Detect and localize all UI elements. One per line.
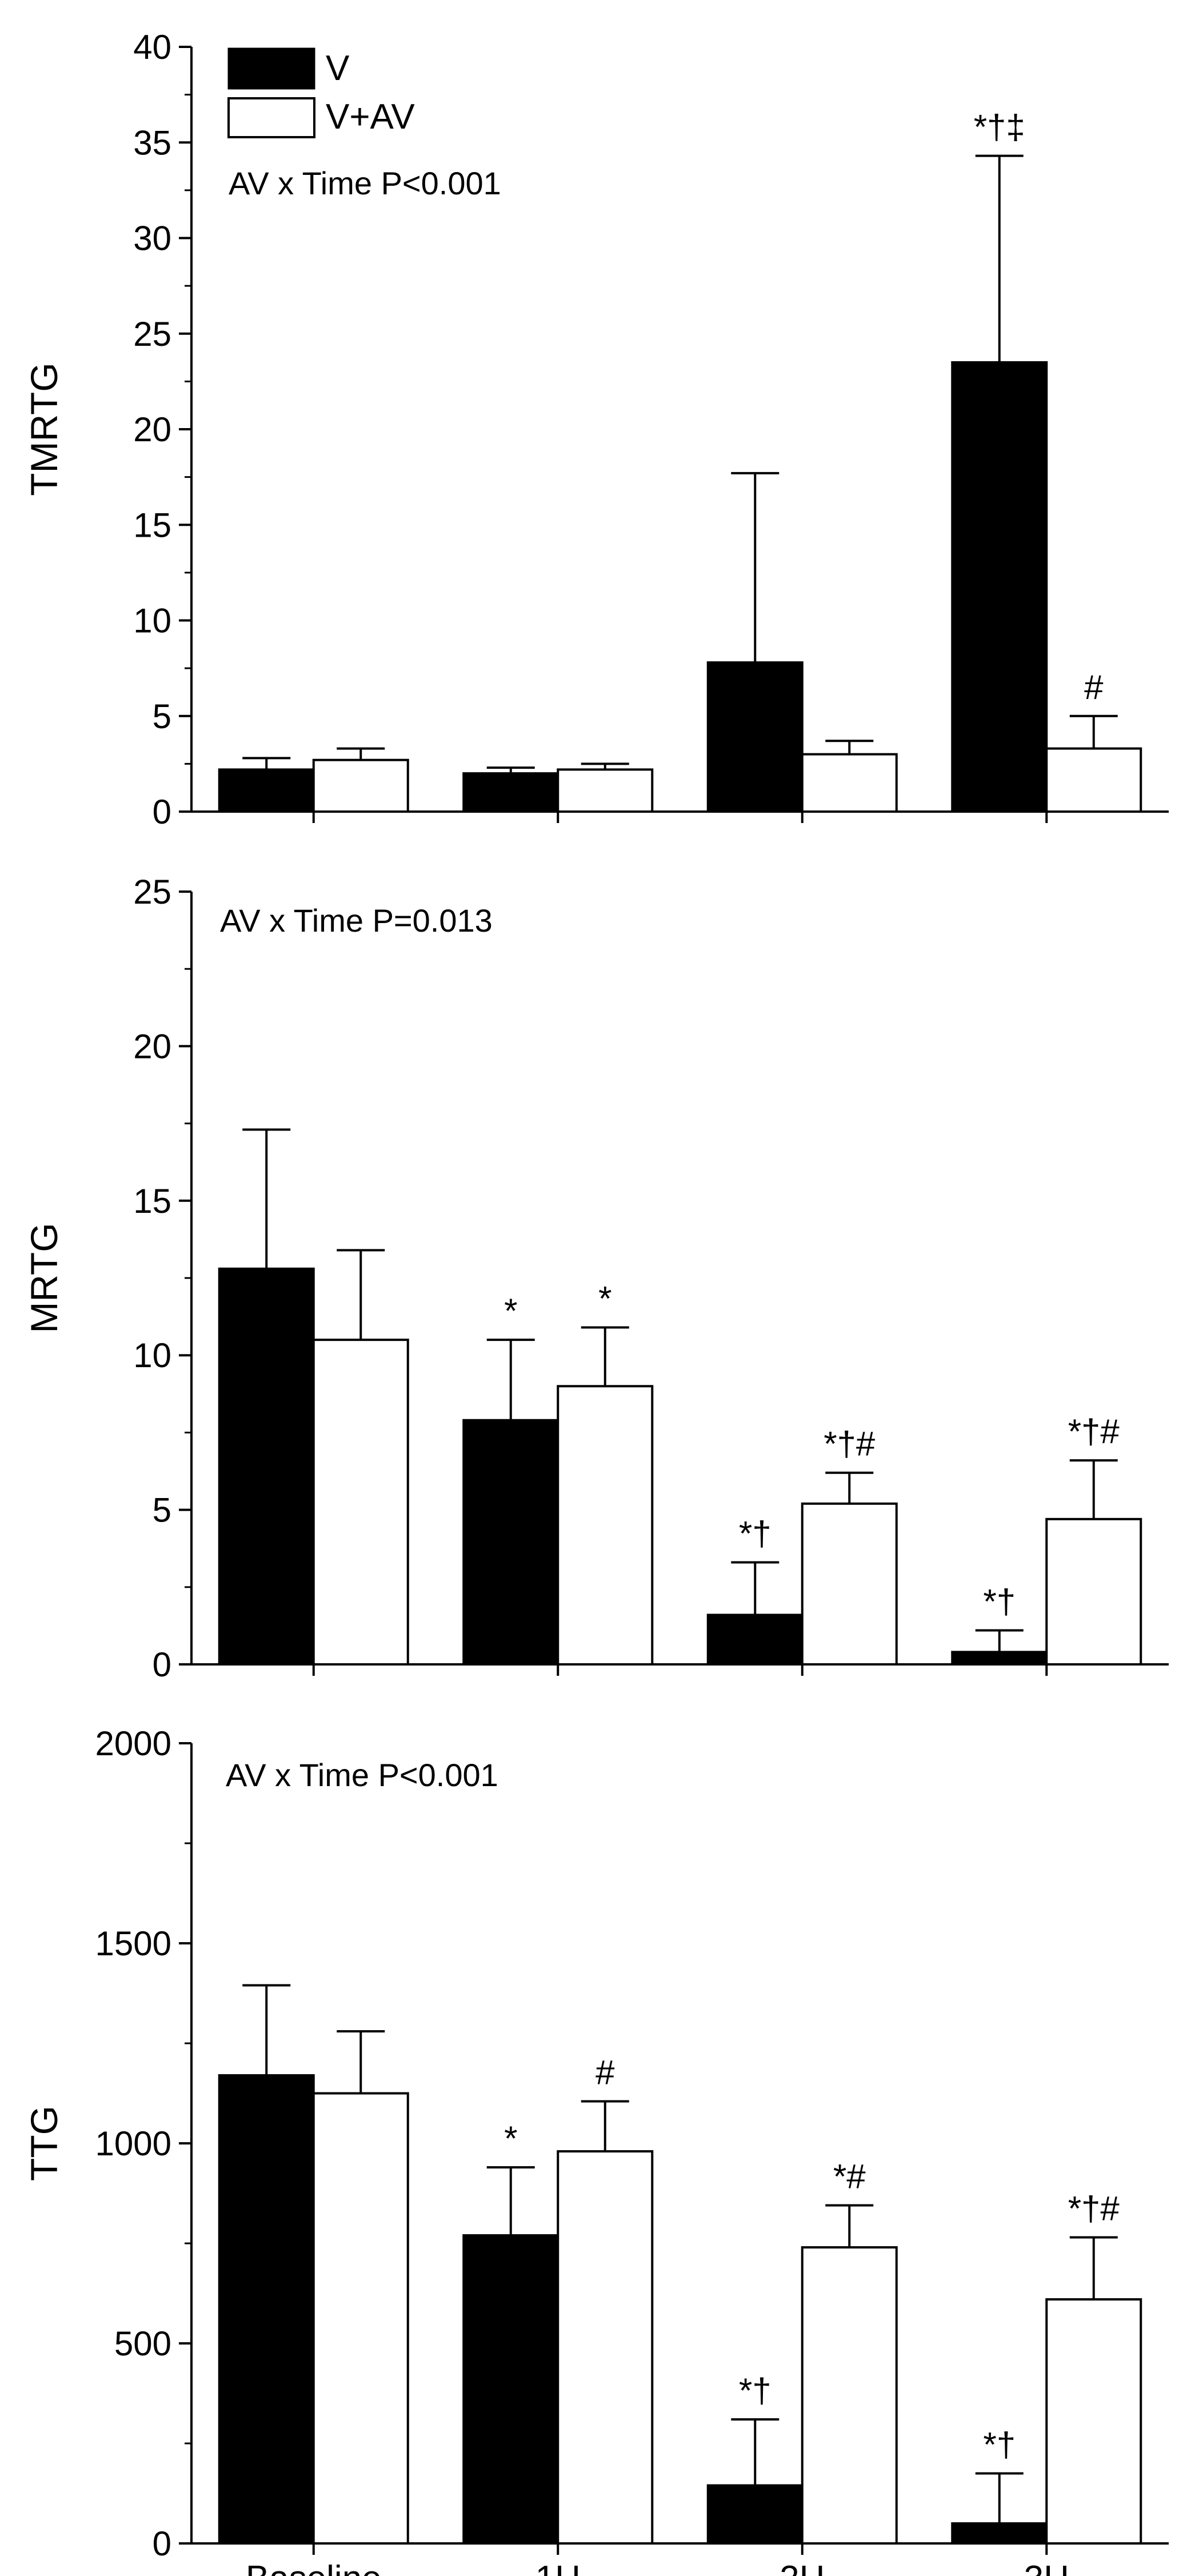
y-tick-label: 0 xyxy=(153,793,171,831)
significance-marker: *†# xyxy=(1068,1412,1120,1451)
bar-v-baseline xyxy=(218,1267,315,1666)
x-tick-label: 2H xyxy=(780,2559,825,2576)
bar-v-baseline xyxy=(218,768,315,813)
y-tick-label: 25 xyxy=(133,315,171,353)
bar-v-3h xyxy=(951,1651,1048,1666)
significance-marker: * xyxy=(504,1292,517,1330)
y-tick-label: 15 xyxy=(133,1182,171,1220)
bar-vav-baseline xyxy=(312,758,409,813)
significance-marker: *# xyxy=(833,2158,866,2196)
legend-label-v: V xyxy=(326,49,350,88)
significance-marker: *†‡ xyxy=(974,108,1025,146)
y-tick-label: 5 xyxy=(153,697,171,736)
y-tick-label: 25 xyxy=(133,873,171,911)
panel-ttg: 0 500 1000 1500 2000 TTG AV x Time P<0.001 Base… xyxy=(23,1724,1169,2576)
significance-marker: *† xyxy=(983,1583,1016,1621)
y-axis-label: TTG xyxy=(23,2106,65,2181)
bar-vav-baseline xyxy=(312,1339,409,1666)
stat-annotation: AV x Time P<0.001 xyxy=(229,165,501,201)
y-tick-label: 2000 xyxy=(95,1724,171,1763)
legend: V V+AV xyxy=(227,47,415,138)
significance-marker: * xyxy=(504,2119,517,2158)
y-tick-label: 40 xyxy=(133,28,171,66)
stat-annotation: AV x Time P<0.001 xyxy=(226,1757,498,1793)
bar-v-3h xyxy=(951,361,1048,813)
significance-marker: *† xyxy=(739,2371,772,2410)
panel-tmrtg: 0 5 10 15 20 25 30 35 40 TMRTG AV x Time P<0.001 *†… xyxy=(23,28,1169,831)
y-tick-label: 0 xyxy=(153,2525,171,2563)
bar-v-1h xyxy=(462,2234,559,2545)
y-tick-label: 500 xyxy=(114,2325,171,2363)
bar-v-1h xyxy=(462,772,559,813)
bar-v-1h xyxy=(462,1419,559,1666)
y-tick-label: 15 xyxy=(133,506,171,544)
significance-marker: # xyxy=(1084,668,1104,706)
bar-vav-2h xyxy=(801,2246,898,2545)
y-tick-label: 30 xyxy=(133,219,171,258)
y-tick-label: 0 xyxy=(153,1646,171,1684)
bar-vav-baseline xyxy=(312,2092,409,2545)
bar-v-3h xyxy=(951,2522,1048,2545)
significance-marker: * xyxy=(598,1280,612,1318)
significance-marker: *†# xyxy=(824,1425,876,1463)
y-tick-label: 10 xyxy=(133,1336,171,1375)
y-tick-label: 5 xyxy=(153,1491,171,1529)
bar-vav-2h xyxy=(801,1502,898,1666)
x-tick-label: Baseline xyxy=(246,2559,382,2576)
y-tick-label: 1500 xyxy=(95,1924,171,1963)
bar-vav-1h xyxy=(557,768,654,813)
bar-vav-1h xyxy=(557,2150,654,2545)
bar-v-2h xyxy=(706,2484,804,2545)
bar-v-baseline xyxy=(218,2074,315,2545)
panel-mrtg: 0 5 10 15 20 25 MRTG AV x Time P=0.013 * *† *† * *†#… xyxy=(23,873,1169,1684)
significance-marker: *† xyxy=(983,2426,1016,2464)
bar-vav-2h xyxy=(801,753,898,813)
legend-swatch-vav xyxy=(227,97,315,138)
bar-v-2h xyxy=(706,1614,804,1666)
y-tick-label: 35 xyxy=(133,123,171,162)
significance-marker: *†# xyxy=(1068,2190,1120,2228)
bar-vav-3h xyxy=(1045,2298,1142,2545)
stat-annotation: AV x Time P=0.013 xyxy=(220,902,493,938)
legend-swatch-v xyxy=(227,47,315,90)
x-tick-label: 1H xyxy=(535,2559,581,2576)
y-tick-label: 1000 xyxy=(95,2124,171,2163)
x-tick-label: 3H xyxy=(1024,2559,1069,2576)
y-tick-label: 10 xyxy=(133,602,171,640)
significance-marker: # xyxy=(596,2054,615,2092)
bar-vav-3h xyxy=(1045,747,1142,813)
y-tick-label: 20 xyxy=(133,1027,171,1065)
y-axis-label: MRTG xyxy=(23,1223,65,1333)
bar-vav-3h xyxy=(1045,1517,1142,1666)
legend-label-vav: V+AV xyxy=(326,97,415,137)
y-axis-label: TMRTG xyxy=(23,362,65,496)
y-tick-label: 20 xyxy=(133,410,171,449)
bar-vav-1h xyxy=(557,1385,654,1666)
significance-marker: *† xyxy=(739,1515,772,1553)
bar-v-2h xyxy=(706,661,804,813)
